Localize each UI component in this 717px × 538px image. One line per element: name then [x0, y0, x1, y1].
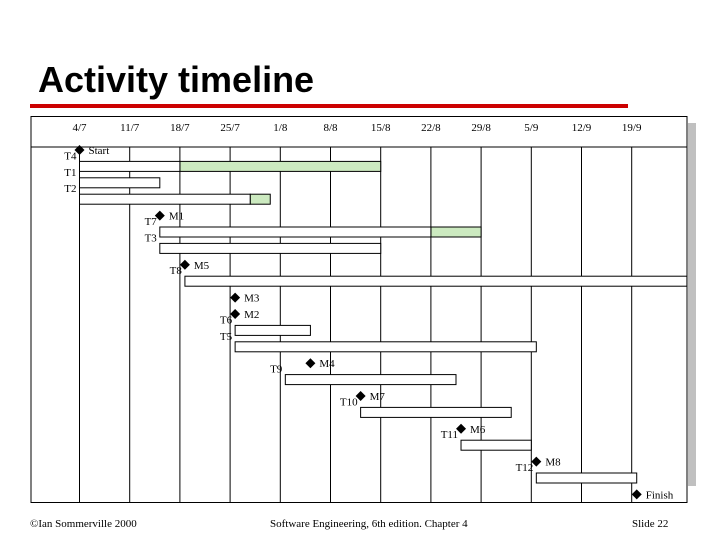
milestone-label: M1 — [169, 211, 184, 223]
date-label: 1/8 — [273, 122, 288, 134]
activity-label: T7 — [145, 216, 158, 228]
activity-label: T2 — [64, 183, 76, 195]
activity-bar — [79, 177, 161, 189]
slack-bar — [249, 193, 271, 205]
activity-label: T1 — [64, 167, 76, 179]
milestone-diamond — [305, 358, 316, 369]
activity-label: T11 — [441, 429, 458, 441]
milestone-diamond — [531, 456, 542, 467]
activity-bar — [234, 324, 311, 336]
gantt-svg: 4/7 11/7 18/7 25/7 1/8 8/8 15/8 22/8 29/8 5/9 12/9… — [30, 116, 688, 503]
activity-bar — [460, 439, 532, 451]
milestone-label: Finish — [646, 489, 674, 501]
date-label: 15/8 — [371, 122, 391, 134]
title-underline — [30, 104, 628, 108]
date-label: 29/8 — [471, 122, 491, 134]
activity-label: T5 — [220, 331, 233, 343]
milestone-diamond — [154, 210, 165, 221]
milestone-label: M5 — [194, 260, 210, 272]
milestone-label: M2 — [244, 309, 259, 321]
activity-label: T9 — [270, 364, 283, 376]
date-label: 22/8 — [421, 122, 441, 134]
milestone-diamond — [456, 423, 467, 434]
milestone-label: M4 — [319, 358, 335, 370]
date-label: 4/7 — [72, 122, 87, 134]
date-label: 5/9 — [524, 122, 539, 134]
milestone-label: Start — [89, 145, 110, 157]
date-label: 8/8 — [323, 122, 338, 134]
milestone-diamond — [230, 292, 241, 303]
milestone-label: M8 — [545, 457, 561, 469]
activity-label: T8 — [170, 265, 183, 277]
milestone-diamond — [355, 391, 366, 401]
activity-bar — [79, 160, 181, 172]
milestone-label: M7 — [370, 391, 386, 403]
slack-bar — [430, 226, 482, 238]
activity-bar — [535, 472, 638, 484]
date-label: 25/7 — [220, 122, 240, 134]
footer-copyright: ©Ian Sommerville 2000 — [30, 518, 137, 530]
slide-title: Activity timeline — [38, 59, 315, 100]
milestone-diamond — [230, 309, 241, 319]
timeline-rows: Start T4 T1 T2 M1 T7 T3 M5 T8 M3 M2 T6 T5 M4 T9 M7 T10 M6… — [64, 145, 688, 501]
date-label: 11/7 — [120, 122, 140, 134]
date-label: 18/7 — [170, 122, 190, 134]
milestone-diamond — [179, 259, 190, 270]
milestone-diamond — [631, 489, 642, 500]
milestone-label: M3 — [244, 293, 260, 305]
activity-bar — [234, 341, 537, 353]
activity-bar — [360, 406, 512, 418]
date-label: 12/9 — [572, 122, 592, 134]
footer-book-title: Software Engineering, 6th edition. Chapt… — [270, 518, 468, 530]
activity-label: T6 — [220, 314, 233, 326]
date-header: 4/7 11/7 18/7 25/7 1/8 8/8 15/8 22/8 29/8 5/9 12/9… — [72, 122, 642, 134]
milestone-diamond — [74, 145, 85, 155]
activity-label: T12 — [516, 462, 534, 474]
footer-slide-number: Slide 22 — [632, 518, 669, 530]
activity-bar — [79, 193, 251, 205]
date-label: 19/9 — [622, 122, 642, 134]
activity-label: T4 — [64, 150, 77, 162]
activity-bar — [184, 275, 688, 287]
activity-label: T10 — [340, 396, 358, 408]
activity-bar — [159, 242, 382, 254]
activity-bar — [284, 374, 457, 386]
activity-bar — [159, 226, 432, 238]
activity-label: T3 — [145, 232, 158, 244]
slack-bar — [179, 160, 382, 172]
milestone-label: M6 — [470, 424, 486, 436]
activity-timeline-chart: 4/7 11/7 18/7 25/7 1/8 8/8 15/8 22/8 29/8 5/9 12/9… — [30, 116, 688, 503]
